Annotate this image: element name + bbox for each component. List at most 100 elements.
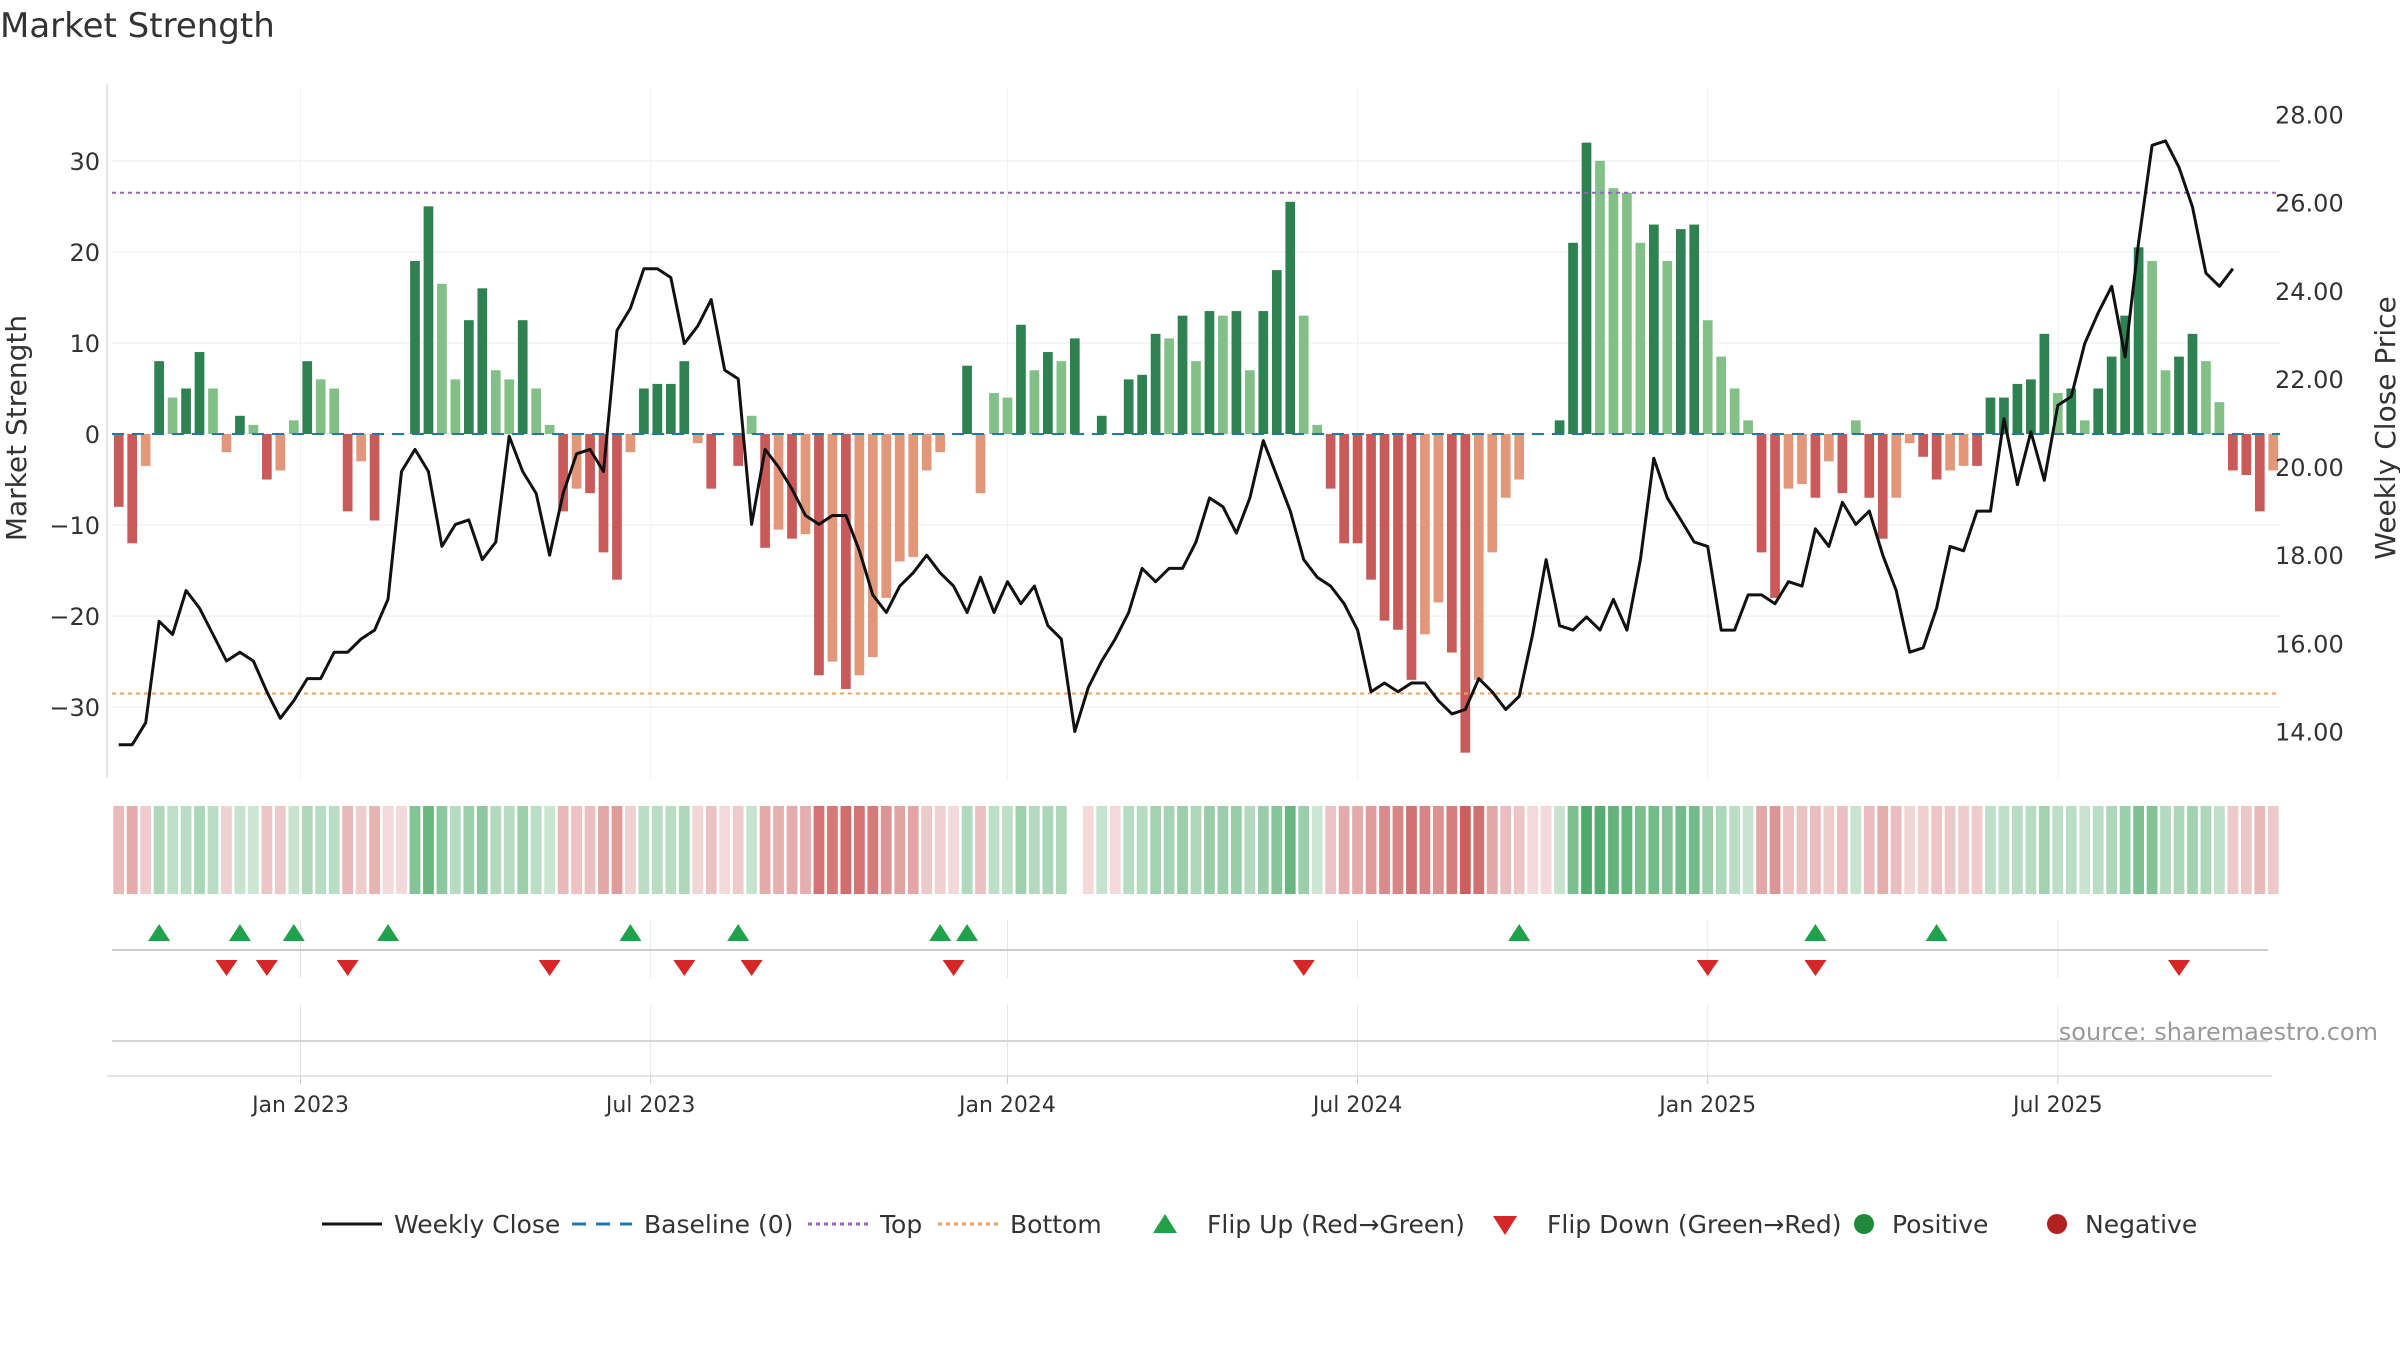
- strip-cell: [2079, 806, 2091, 894]
- flip-down-marker: [1292, 960, 1315, 976]
- strip-cell: [2092, 806, 2104, 894]
- flip-markers: [112, 924, 2268, 1042]
- strip-cell: [1002, 806, 1013, 894]
- strip-cell: [1109, 806, 1121, 894]
- strength-bar: [544, 424, 555, 434]
- strip-cell: [409, 806, 421, 894]
- strength-bar: [437, 283, 447, 434]
- y-tick-label-right: 20.00: [2275, 454, 2344, 482]
- strength-bar: [1433, 434, 1444, 603]
- legend-label: Flip Up (Red→Green): [1207, 1210, 1465, 1239]
- strip-cell: [598, 806, 609, 894]
- legend-item: Bottom: [938, 1210, 1102, 1239]
- strength-bar: [2268, 434, 2279, 471]
- strip-cell: [1082, 806, 1094, 894]
- strip-cell: [894, 806, 906, 894]
- strength-bar: [369, 434, 380, 521]
- strength-bar: [490, 370, 501, 434]
- strip-cell: [1944, 806, 1956, 894]
- strength-bar: [1850, 420, 1861, 434]
- strength-bar: [800, 434, 811, 535]
- strip-cell: [2119, 806, 2131, 894]
- strength-bar: [194, 352, 205, 434]
- strip-cell: [1608, 806, 1619, 894]
- strip-cell: [1688, 806, 1700, 894]
- strength-bar: [1016, 324, 1026, 434]
- legend-item: Baseline (0): [572, 1210, 793, 1239]
- flip-down-marker: [740, 960, 763, 976]
- strength-bar: [1837, 434, 1848, 494]
- strip-cell: [1042, 806, 1054, 894]
- strength-bar: [1352, 434, 1363, 544]
- strip-cell: [1877, 806, 1889, 894]
- strip-cell: [813, 806, 825, 894]
- legend-item: Negative: [2047, 1210, 2197, 1239]
- strength-bar: [1810, 434, 1821, 498]
- strength-bar: [235, 415, 245, 434]
- legend-item: Flip Down (Green→Red): [1493, 1210, 1842, 1239]
- strip-cell: [1015, 806, 1027, 894]
- strip-cell: [759, 806, 771, 894]
- strip-cell: [328, 806, 340, 894]
- strip-cell: [2254, 806, 2266, 894]
- strip-cell: [1904, 806, 1916, 894]
- legend-label: Baseline (0): [644, 1210, 793, 1239]
- strength-bar: [1662, 261, 1673, 434]
- y-tick-label-left: −30: [49, 694, 100, 722]
- strip-cell: [2133, 806, 2144, 894]
- strength-bars: [113, 142, 2279, 753]
- strength-bar: [706, 434, 717, 489]
- strength-bar: [1783, 434, 1794, 489]
- strength-bar: [208, 388, 218, 434]
- strip-cell: [1985, 806, 1996, 894]
- y-tick-label-left: −20: [49, 603, 100, 631]
- y-tick-label-right: 22.00: [2275, 366, 2344, 394]
- strength-bar: [167, 397, 178, 434]
- strength-bar: [477, 288, 488, 434]
- strength-bar: [1447, 434, 1457, 653]
- strength-bar: [827, 434, 838, 662]
- strip-cell: [625, 806, 636, 894]
- strength-bar: [248, 424, 259, 434]
- strip-cell: [1136, 806, 1148, 894]
- strip-cell: [1204, 806, 1215, 894]
- strip-cell: [1554, 806, 1565, 894]
- strength-bar: [1595, 160, 1605, 434]
- strip-cell: [2146, 806, 2158, 894]
- strength-bar: [881, 434, 892, 598]
- strip-cell: [248, 806, 259, 894]
- strength-bar: [410, 261, 420, 434]
- strength-bar: [1164, 338, 1174, 434]
- strip-cell: [800, 806, 811, 894]
- strength-bar: [1366, 434, 1376, 580]
- legend-swatch: [1854, 1214, 1874, 1234]
- strength-bar: [1891, 434, 1902, 498]
- strip-cell: [1715, 806, 1727, 894]
- strip-cell: [2065, 806, 2077, 894]
- strength-bar: [2147, 261, 2157, 434]
- y-axis-right-label: Weekly Close Price: [2369, 296, 2400, 559]
- strip-cell: [2214, 806, 2225, 894]
- strip-cell: [934, 806, 946, 894]
- strength-bar: [1245, 370, 1255, 434]
- x-tick-label: Jan 2025: [1657, 1093, 1756, 1118]
- strength-bar: [1460, 434, 1471, 753]
- strip-cell: [948, 806, 960, 894]
- strip-cell: [1352, 806, 1363, 894]
- strength-bar: [2187, 333, 2198, 434]
- strength-bar: [262, 434, 272, 480]
- strength-bar: [760, 434, 770, 548]
- strength-bar: [935, 434, 945, 453]
- strip-cell: [1958, 806, 1969, 894]
- strip-cell: [517, 806, 529, 894]
- x-tick-label: Jul 2025: [2011, 1093, 2103, 1118]
- strip-cell: [880, 806, 892, 894]
- strength-bar: [733, 434, 744, 466]
- strip-cell: [1446, 806, 1458, 894]
- strength-bar: [275, 434, 286, 471]
- strength-bar: [127, 434, 138, 544]
- strip-cell: [1661, 806, 1673, 894]
- strength-bar: [894, 434, 905, 562]
- strip-cell: [719, 806, 731, 894]
- strip-cell: [2267, 806, 2279, 894]
